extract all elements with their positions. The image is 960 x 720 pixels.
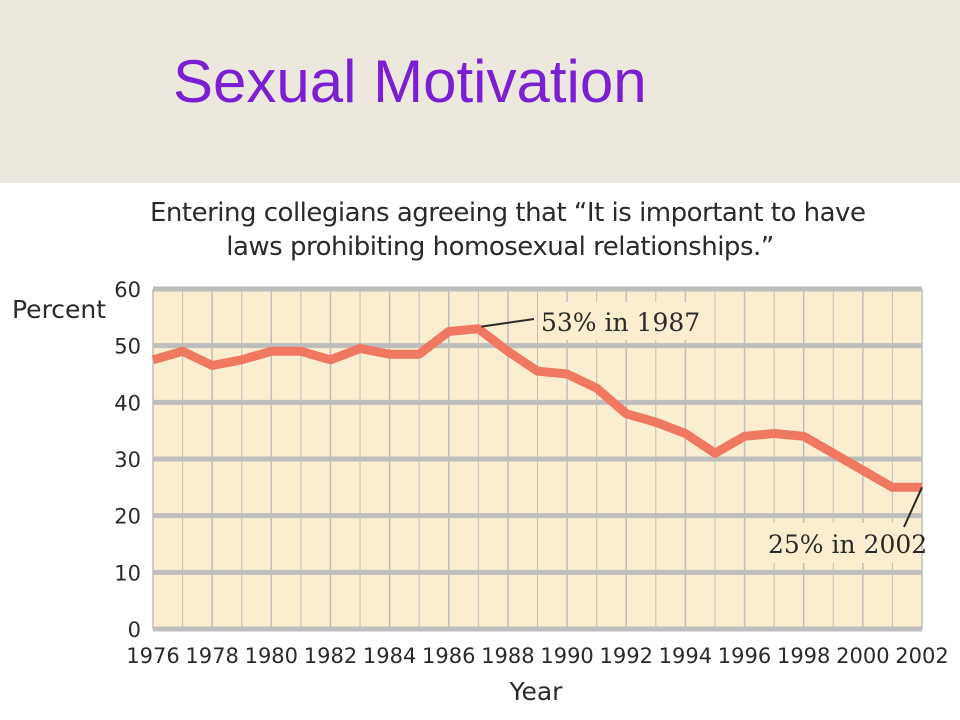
annotation-1-box <box>538 302 688 340</box>
x-tick-label: 2002 <box>895 644 948 668</box>
x-tick-label: 1990 <box>540 644 593 668</box>
x-tick-label: 1998 <box>777 644 830 668</box>
x-axis-label: Year <box>509 677 564 706</box>
x-tick-labels: 1976 1978 1980 1982 1984 1986 1988 1990 1992 1994… <box>126 644 948 668</box>
x-tick-label: 1986 <box>422 644 475 668</box>
slide-title: Sexual Motivation <box>173 48 647 115</box>
chart-title-line-2: laws prohibiting homosexual relationship… <box>226 232 774 262</box>
annotation-2-box <box>764 523 920 563</box>
y-tick-label: 0 <box>128 618 141 642</box>
gridlines <box>152 286 923 632</box>
y-tick-label: 60 <box>114 278 141 302</box>
annotation-1-label: 53% in 1987 <box>541 308 700 337</box>
x-tick-label: 1982 <box>304 644 357 668</box>
x-tick-label: 1984 <box>363 644 416 668</box>
annotations: 53% in 1987 25% in 2002 <box>481 302 927 563</box>
y-tick-label: 50 <box>114 335 141 359</box>
y-axis-label: Percent <box>12 295 106 324</box>
annotation-2-leader <box>903 486 923 528</box>
x-tick-label: 1994 <box>659 644 712 668</box>
x-tick-label: 1988 <box>481 644 534 668</box>
y-tick-label: 20 <box>114 505 141 529</box>
series-line <box>151 324 922 492</box>
x-tick-label: 1980 <box>245 644 298 668</box>
y-tick-label: 10 <box>114 561 141 585</box>
x-tick-label: 1992 <box>600 644 653 668</box>
x-tick-label: 1978 <box>185 644 238 668</box>
x-tick-label: 2000 <box>836 644 889 668</box>
x-tick-label: 1976 <box>126 644 179 668</box>
y-tick-labels: 0 10 20 30 40 50 60 <box>114 278 141 642</box>
title-band <box>0 0 960 183</box>
y-tick-label: 40 <box>114 391 141 415</box>
chart-title-line-1: Entering collegians agreeing that “It is… <box>150 198 866 228</box>
chart-title: Entering collegians agreeing that “It is… <box>150 196 866 264</box>
annotation-1-leader <box>481 318 535 328</box>
annotation-2-label: 25% in 2002 <box>768 530 927 559</box>
y-tick-label: 30 <box>114 448 141 472</box>
x-tick-label: 1996 <box>718 644 771 668</box>
